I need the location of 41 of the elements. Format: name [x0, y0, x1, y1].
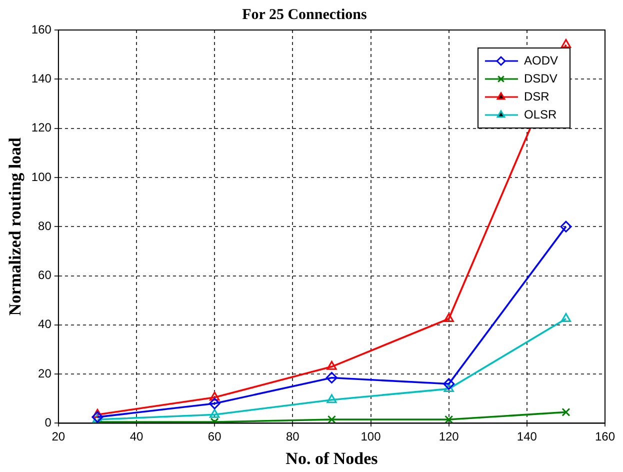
point: [210, 408, 220, 418]
y-tick-label: 100: [31, 170, 52, 184]
point: [92, 408, 103, 418]
x-tick-label: 80: [286, 430, 300, 444]
x-tick-label: 60: [208, 430, 222, 444]
y-tick-label: 140: [31, 71, 52, 86]
legend-label: AODV: [524, 53, 558, 68]
legend-label: OLSR: [524, 107, 558, 122]
point: [208, 398, 220, 410]
x-tick-label: 120: [438, 430, 460, 444]
point: [443, 378, 455, 390]
point: [562, 408, 570, 416]
chart-title: For 25 Connections: [242, 6, 368, 23]
point: [210, 392, 220, 401]
point: [444, 383, 454, 392]
point: [560, 220, 572, 232]
y-axis-title: Normalized routing load: [6, 136, 25, 316]
y-tick-label: 120: [31, 120, 52, 135]
y-tick-label: 160: [31, 22, 52, 36]
x-tick-label: 140: [516, 430, 538, 444]
x-tick-label: 40: [130, 430, 144, 444]
point: [560, 38, 572, 48]
point: [444, 415, 454, 424]
x-tick-label: 160: [594, 430, 616, 444]
y-tick-label: 60: [38, 268, 52, 282]
point: [444, 313, 454, 322]
point: [326, 360, 337, 370]
y-tick-label: 20: [38, 366, 52, 380]
point: [560, 313, 572, 322]
y-tick-label: 80: [38, 218, 52, 233]
x-tick-label: 20: [52, 430, 66, 444]
point: [327, 415, 336, 424]
y-tick-label: 40: [38, 317, 52, 332]
x-tick-label: 100: [360, 430, 382, 444]
point: [326, 372, 338, 384]
point: [92, 414, 103, 423]
x-axis-title: No. of Nodes: [286, 449, 378, 468]
point: [326, 394, 337, 404]
legend-label: DSDV: [524, 71, 558, 86]
legend-label: DSR: [524, 89, 550, 104]
y-tick-label: 0: [44, 416, 52, 430]
